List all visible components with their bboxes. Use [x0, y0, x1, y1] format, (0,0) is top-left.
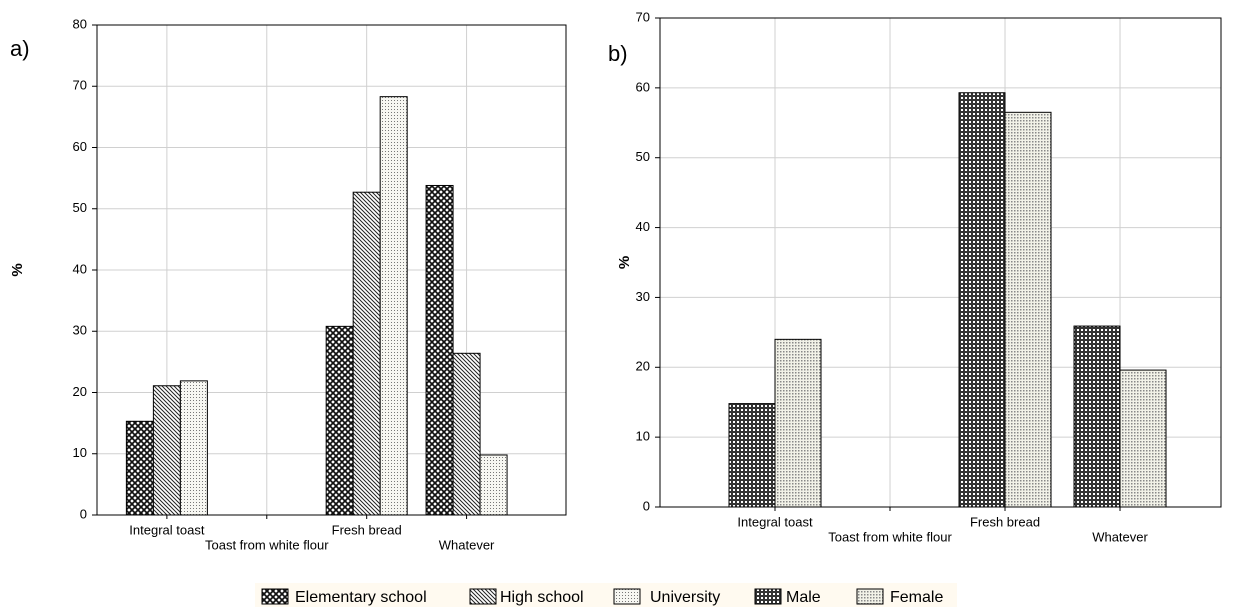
- y-tick-label: 80: [73, 16, 87, 31]
- bar: [379, 96, 408, 516]
- plot-frame: [96, 24, 567, 516]
- x-tick-label: Whatever: [439, 537, 495, 552]
- legend-label: Female: [890, 589, 943, 606]
- y-tick-label: 60: [73, 139, 87, 154]
- bar: [152, 385, 181, 516]
- y-axis-label: %: [616, 256, 633, 269]
- y-tick-label: 10: [73, 445, 87, 460]
- y-tick-label: 40: [636, 219, 650, 234]
- bar: [325, 325, 354, 516]
- bar: [179, 380, 208, 516]
- x-tick-label: Toast from white flour: [205, 537, 329, 552]
- y-tick-label: 50: [73, 200, 87, 215]
- bar: [452, 352, 481, 516]
- x-tick-label: Integral toast: [129, 522, 205, 537]
- panel-label: a): [10, 36, 30, 61]
- x-tick-label: Toast from white flour: [828, 529, 952, 544]
- legend-label: Elementary school: [295, 589, 427, 606]
- bar: [125, 420, 154, 516]
- legend-swatch: [613, 588, 641, 605]
- bar: [958, 92, 1006, 508]
- bar: [425, 184, 454, 516]
- bar: [479, 454, 508, 516]
- bar: [1004, 111, 1052, 508]
- y-tick-label: 70: [636, 9, 650, 24]
- legend-swatch: [469, 588, 497, 605]
- legend-background: [255, 583, 957, 607]
- panel-label: b): [608, 41, 628, 66]
- legend-swatch: [754, 588, 782, 605]
- y-tick-label: 0: [643, 498, 650, 513]
- y-tick-label: 0: [80, 506, 87, 521]
- legend-label: High school: [500, 589, 584, 606]
- bar: [352, 191, 381, 516]
- y-tick-label: 60: [636, 79, 650, 94]
- legend-swatch: [261, 588, 289, 605]
- y-tick-label: 70: [73, 78, 87, 93]
- legend-label: University: [650, 589, 720, 606]
- legend-label: Male: [786, 589, 821, 606]
- x-tick-label: Fresh bread: [332, 522, 402, 537]
- legend-swatch: [856, 588, 884, 605]
- bar: [774, 338, 822, 508]
- plot-frame: [659, 17, 1222, 508]
- y-tick-label: 50: [636, 149, 650, 164]
- y-tick-label: 40: [73, 261, 87, 276]
- y-axis-label: %: [9, 263, 26, 276]
- bar: [728, 403, 776, 508]
- y-tick-label: 20: [73, 384, 87, 399]
- x-tick-label: Integral toast: [737, 514, 813, 529]
- y-tick-label: 30: [636, 289, 650, 304]
- x-tick-label: Whatever: [1092, 529, 1148, 544]
- y-tick-label: 30: [73, 323, 87, 338]
- x-tick-label: Fresh bread: [970, 514, 1040, 529]
- y-tick-label: 10: [636, 429, 650, 444]
- bar: [1073, 325, 1121, 508]
- bar: [1119, 369, 1167, 508]
- y-tick-label: 20: [636, 359, 650, 374]
